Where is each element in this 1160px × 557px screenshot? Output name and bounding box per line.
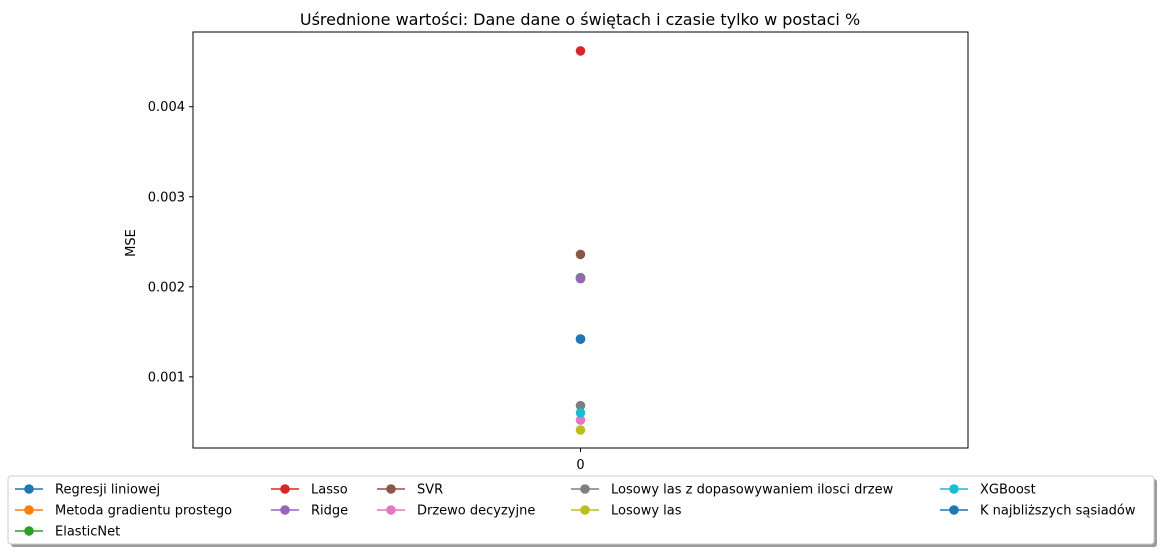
legend-item: Ridge <box>271 504 348 519</box>
legend-label: Metoda gradientu prostego <box>55 504 232 519</box>
legend-item: Losowy las z dopasowywaniem ilosci drzew <box>571 483 894 498</box>
legend-label: K najbliższych sąsiadów <box>980 504 1136 519</box>
legend-item: K najbliższych sąsiadów <box>940 504 1136 519</box>
legend-item: ElasticNet <box>15 525 120 540</box>
y-tick-label: 0.004 <box>148 100 185 115</box>
legend-marker <box>580 484 590 494</box>
legend-item: Lasso <box>271 483 348 498</box>
legend-item: Losowy las <box>571 504 682 519</box>
chart-title: Uśrednione wartości: Dane dane o świętac… <box>300 10 860 29</box>
legend-marker <box>580 505 590 515</box>
legend-label: Regresji liniowej <box>55 483 160 498</box>
legend-marker <box>386 484 396 494</box>
y-axis-label: MSE <box>124 229 139 257</box>
legend-marker <box>24 484 34 494</box>
legend-marker <box>280 505 290 515</box>
legend-marker <box>386 505 396 515</box>
legend-item: Metoda gradientu prostego <box>15 504 232 519</box>
legend-label: Losowy las z dopasowywaniem ilosci drzew <box>611 483 894 498</box>
data-point <box>575 400 586 411</box>
legend-item: Drzewo decyzyjne <box>377 504 535 519</box>
legend-label: Drzewo decyzyjne <box>417 504 535 519</box>
legend-label: SVR <box>417 483 443 498</box>
y-tick-label: 0.002 <box>148 280 185 295</box>
data-point <box>575 334 586 344</box>
data-point <box>575 408 586 418</box>
legend-label: Ridge <box>311 504 348 519</box>
legend-label: XGBoost <box>980 483 1036 498</box>
legend-item: Regresji liniowej <box>15 483 160 498</box>
plot-area: 0.001 0.002 0.003 0.004 0 <box>148 31 969 473</box>
legend-item: SVR <box>377 483 443 498</box>
data-point <box>575 46 586 56</box>
legend-label: ElasticNet <box>55 525 120 540</box>
legend-marker <box>24 505 34 515</box>
data-point <box>575 249 586 260</box>
legend-marker <box>949 484 959 494</box>
data-point <box>575 415 586 425</box>
legend-marker <box>24 526 34 536</box>
legend-label: Lasso <box>311 483 348 498</box>
x-tick-label: 0 <box>576 458 584 473</box>
legend-label: Losowy las <box>611 504 682 519</box>
legend-marker <box>949 505 959 515</box>
data-point <box>575 425 586 435</box>
y-tick-label: 0.001 <box>148 370 185 385</box>
plot-frame <box>192 31 969 449</box>
legend-item: XGBoost <box>940 483 1036 498</box>
legend: Regresji liniowej Metoda gradientu proste… <box>7 475 1157 547</box>
y-tick-label: 0.003 <box>148 190 185 205</box>
data-point <box>575 273 586 284</box>
legend-marker <box>280 484 290 494</box>
